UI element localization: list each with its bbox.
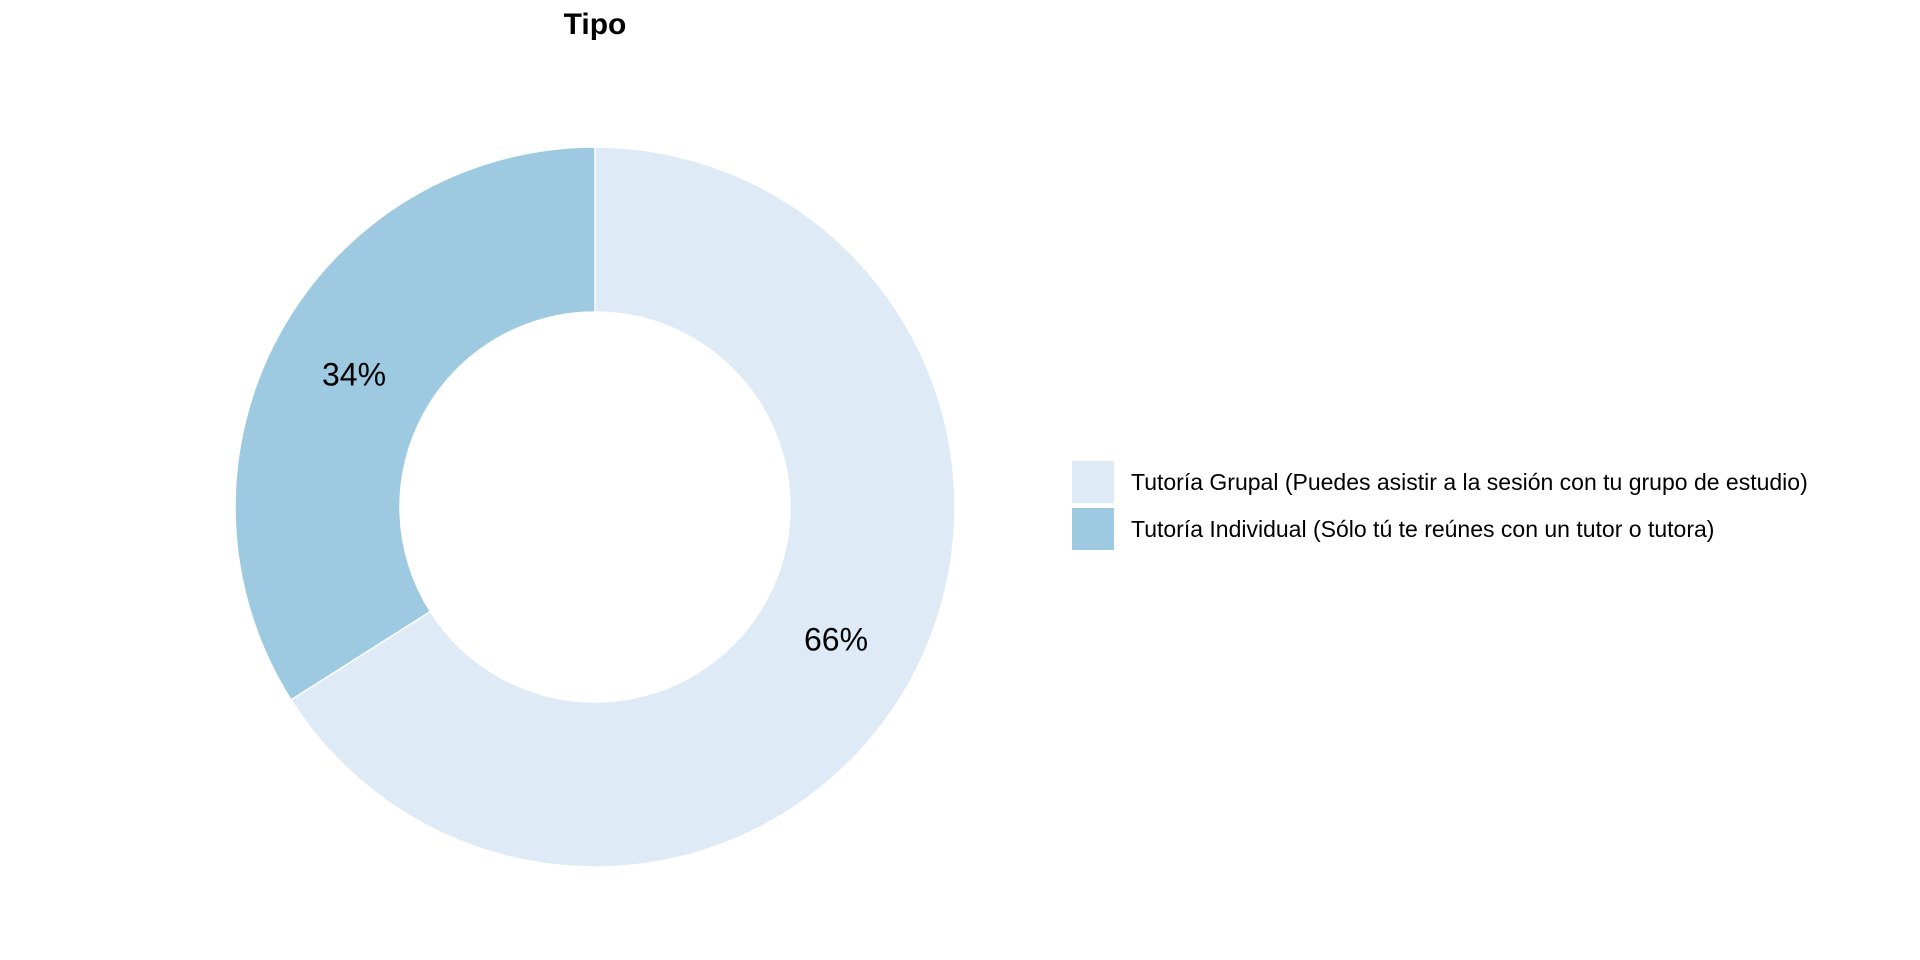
legend-swatch <box>1072 508 1114 550</box>
legend-item: Tutoría Individual (Sólo tú te reúnes co… <box>1072 508 1808 550</box>
legend-label: Tutoría Individual (Sólo tú te reúnes co… <box>1131 515 1715 542</box>
legend-swatch <box>1072 461 1114 503</box>
donut-slice <box>234 146 596 701</box>
legend-label: Tutoría Grupal (Puedes asistir a la sesi… <box>1131 468 1808 495</box>
chart-title: Tipo <box>563 8 627 41</box>
donut-slice <box>290 146 956 868</box>
legend-item: Tutoría Grupal (Puedes asistir a la sesi… <box>1072 461 1808 503</box>
legend: Tutoría Grupal (Puedes asistir a la sesi… <box>1072 461 1808 555</box>
slice-data-label: 34% <box>322 357 386 393</box>
slice-data-label: 66% <box>804 622 868 658</box>
